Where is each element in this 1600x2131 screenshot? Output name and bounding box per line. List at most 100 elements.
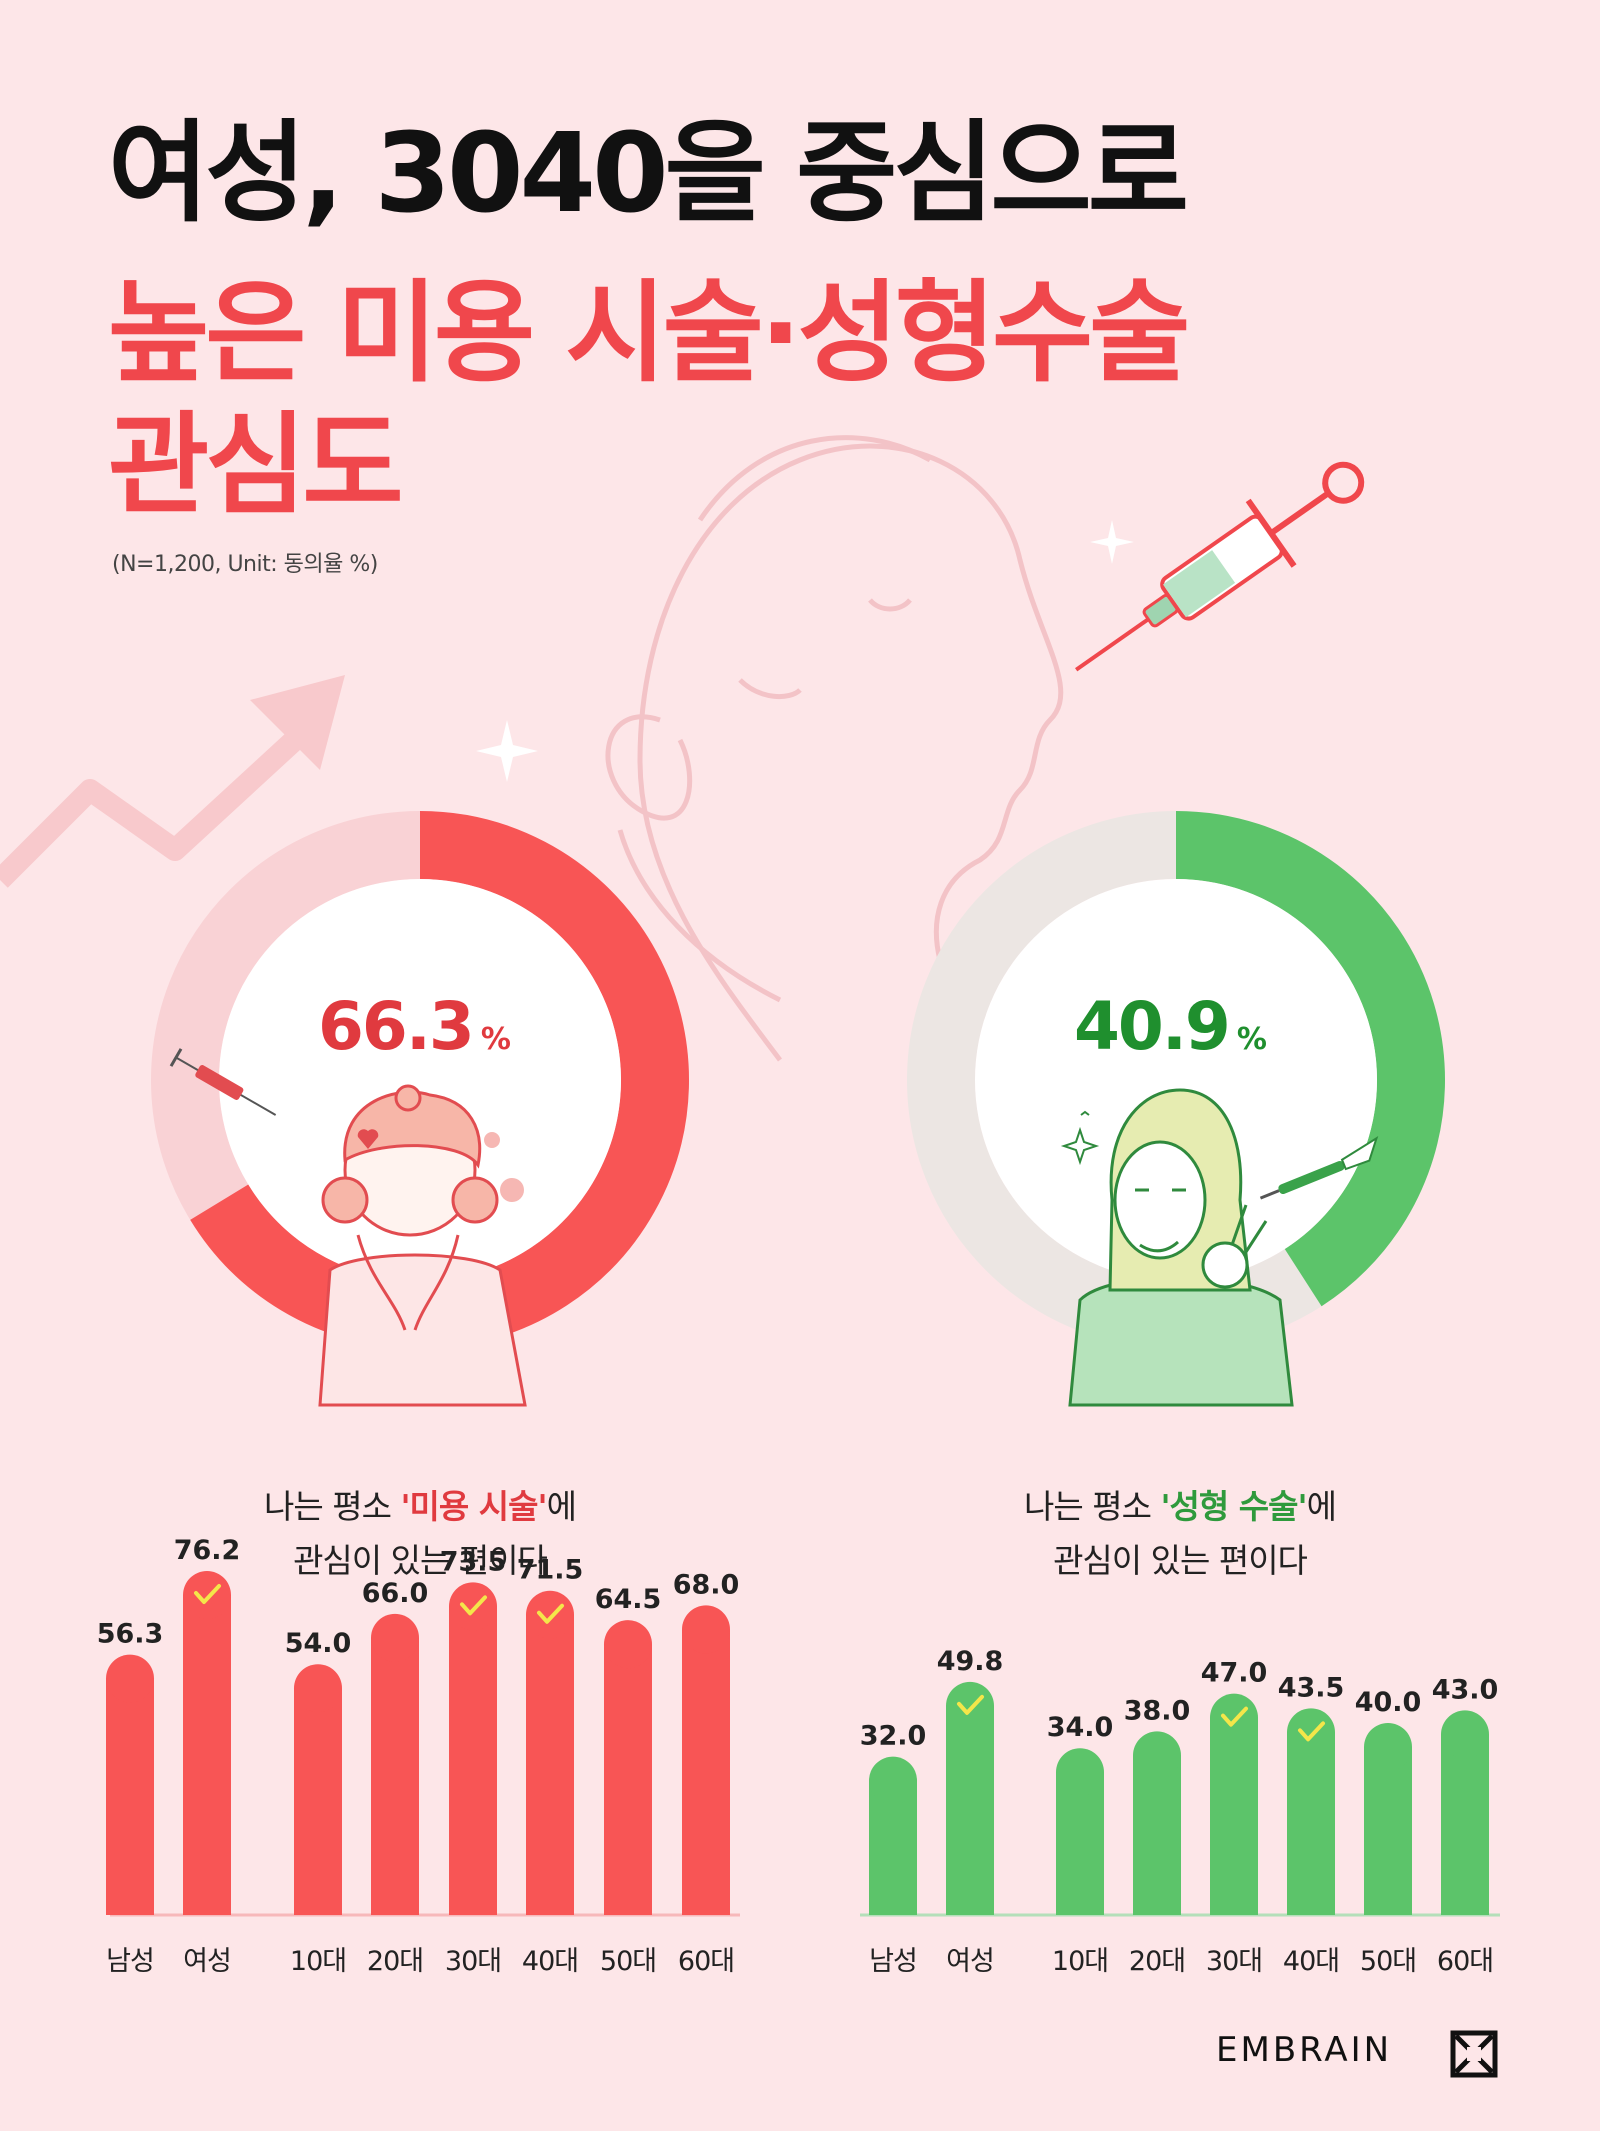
face-illustration-icon	[605, 435, 1081, 1062]
bar-value-label: 49.8	[937, 1646, 1004, 1677]
donut-left-number: 66.3	[318, 988, 475, 1065]
bar-20대: 38.0 20대	[1124, 1695, 1191, 1977]
bar-body	[682, 1629, 730, 1915]
question-beauty: 나는 평소 '미용 시술'에 관심이 있는 편이다	[120, 1480, 720, 1588]
bar-cap	[869, 1756, 917, 1805]
bar-40대: 43.5 40대	[1278, 1672, 1345, 1977]
bar-cap	[1287, 1708, 1335, 1757]
bar-value-label: 32.0	[860, 1721, 927, 1752]
bar-body	[371, 1637, 419, 1915]
bar-cap	[183, 1571, 231, 1619]
bar-category-label: 30대	[1206, 1946, 1262, 1977]
bar-cap	[449, 1582, 497, 1631]
sparkle-icon	[476, 720, 538, 782]
question-surgery-pre: 나는 평소	[1024, 1487, 1161, 1526]
bar-value-label: 38.0	[1124, 1695, 1191, 1726]
question-surgery-line2: 관심이 있는 편이다	[1053, 1541, 1308, 1580]
question-beauty-pre: 나는 평소	[264, 1487, 401, 1526]
bar-value-label: 71.5	[517, 1555, 584, 1586]
bar-30대: 73.5 30대	[440, 1546, 507, 1977]
bar-value-label: 56.3	[97, 1619, 164, 1650]
bar-body	[183, 1595, 231, 1915]
question-surgery: 나는 평소 '성형 수술'에 관심이 있는 편이다	[880, 1480, 1480, 1588]
sample-note: (N=1,200, Unit: 동의율 %)	[112, 552, 378, 577]
bar-category-label: 30대	[445, 1946, 501, 1977]
bar-남성: 56.3 남성	[97, 1619, 164, 1977]
bar-category-label: 40대	[1283, 1946, 1339, 1977]
bar-cap	[682, 1605, 730, 1654]
bar-body	[1441, 1734, 1489, 1915]
bar-category-label: 60대	[678, 1946, 734, 1977]
bar-30대: 47.0 30대	[1201, 1658, 1268, 1977]
donut-right-number: 40.9	[1074, 988, 1231, 1065]
bar-cap	[1441, 1710, 1489, 1759]
donut-right-value: 40.9%	[1074, 988, 1267, 1065]
donut-left-unit: %	[480, 1022, 511, 1057]
scalpel-icon	[1259, 1135, 1379, 1200]
donut-center	[219, 879, 621, 1281]
bar-value-label: 73.5	[440, 1546, 507, 1577]
mini-syringe-icon	[169, 1048, 277, 1116]
title-line-3: 관심도	[108, 401, 404, 529]
bar-cap	[946, 1681, 994, 1730]
bar-10대: 54.0 10대	[285, 1628, 352, 1977]
bar-category-label: 50대	[600, 1946, 656, 1977]
bar-category-label: 여성	[183, 1946, 231, 1977]
question-surgery-post: 에	[1306, 1487, 1337, 1526]
bar-category-label: 50대	[1360, 1946, 1416, 1977]
donut-left-value: 66.3%	[318, 988, 511, 1065]
bar-cap	[526, 1590, 574, 1639]
bar-50대: 40.0 50대	[1355, 1687, 1422, 1977]
bar-body	[604, 1644, 652, 1915]
bar-category-label: 40대	[522, 1946, 578, 1977]
bar-value-label: 40.0	[1355, 1687, 1422, 1718]
bar-cap	[106, 1654, 154, 1703]
bar-category-label: 여성	[946, 1946, 994, 1977]
woman-ok-illustration-icon	[1060, 1088, 1294, 1407]
bar-40대: 71.5 40대	[517, 1555, 584, 1977]
bar-20대: 66.0 20대	[362, 1578, 429, 1977]
sparkle-icon	[1090, 520, 1134, 564]
girl-illustration-icon	[318, 1084, 527, 1407]
check-icon	[194, 1584, 221, 1604]
bar-body	[1210, 1717, 1258, 1915]
donut-right-unit: %	[1236, 1022, 1267, 1057]
donut-arc	[1175, 811, 1445, 1307]
bar-value-label: 76.2	[174, 1535, 241, 1566]
bar-body	[526, 1614, 574, 1915]
bar-cap	[371, 1613, 419, 1662]
brand-logo-mark-icon	[1450, 2030, 1498, 2078]
bar-cap	[604, 1620, 652, 1669]
bar-10대: 34.0 10대	[1047, 1712, 1114, 1977]
bar-cap	[294, 1664, 342, 1713]
bar-value-label: 68.0	[673, 1569, 740, 1600]
check-icon	[957, 1694, 984, 1715]
bar-category-label: 60대	[1437, 1946, 1493, 1977]
bar-category-label: 10대	[290, 1946, 346, 1977]
bar-남성: 32.0 남성	[860, 1721, 927, 1977]
trend-arrow-head-icon	[250, 675, 345, 770]
bar-body	[1287, 1732, 1335, 1915]
check-icon	[1221, 1706, 1248, 1727]
bar-cap	[1056, 1748, 1104, 1797]
bar-value-label: 64.5	[595, 1584, 662, 1615]
bar-value-label: 54.0	[285, 1628, 352, 1659]
bar-body	[106, 1678, 154, 1915]
bar-body	[1133, 1755, 1181, 1915]
check-icon	[460, 1595, 487, 1616]
bar-value-label: 34.0	[1047, 1712, 1114, 1743]
bar-cap	[1133, 1731, 1181, 1780]
question-beauty-post: 에	[546, 1487, 577, 1526]
bar-cap	[1210, 1693, 1258, 1742]
question-surgery-line1: 나는 평소 '성형 수술'에	[880, 1480, 1480, 1534]
check-icon	[537, 1603, 564, 1624]
bar-category-label: 남성	[869, 1946, 917, 1977]
bar-value-label: 43.0	[1432, 1674, 1499, 1705]
bar-body	[449, 1606, 497, 1915]
bar-value-label: 66.0	[362, 1578, 429, 1609]
question-beauty-highlight: '미용 시술'	[400, 1487, 547, 1526]
